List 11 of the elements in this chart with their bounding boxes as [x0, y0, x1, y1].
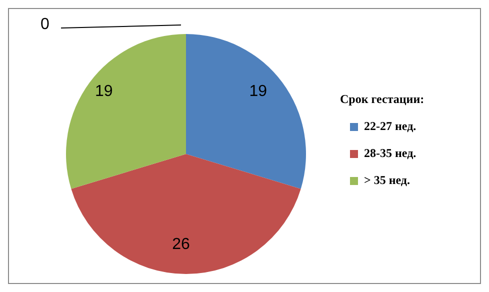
legend-label: 22-27 нед. — [364, 119, 416, 134]
pie-slice — [66, 34, 186, 189]
data-label: 26 — [172, 236, 190, 254]
data-label: 19 — [94, 83, 113, 100]
pie-slice — [186, 34, 306, 189]
text: 0 — [40, 16, 50, 34]
legend-label: 28-35 нед. — [364, 146, 416, 161]
data-label: 19 — [249, 83, 268, 100]
pie-slice — [71, 154, 301, 274]
legend-label: > 35 нед. — [364, 173, 410, 188]
legend-title: Срок гестации: — [340, 92, 426, 107]
